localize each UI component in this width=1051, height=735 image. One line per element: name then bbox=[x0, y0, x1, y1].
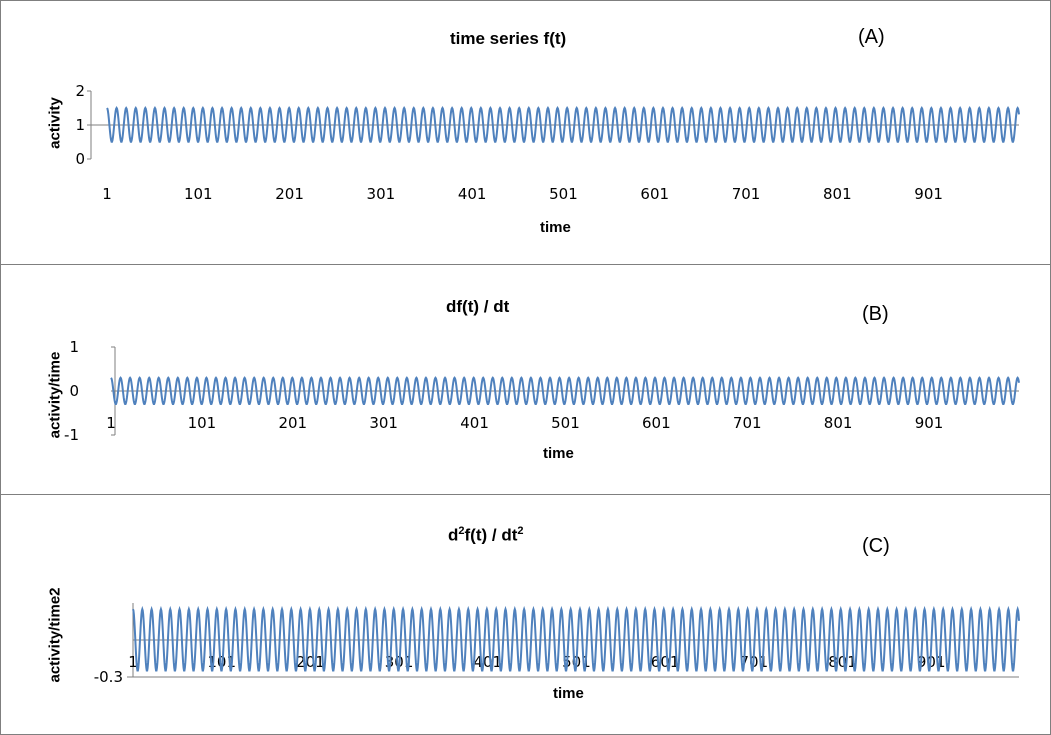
chart-b-plot: -1 0 1 1 101 201 301 401 501 601 701 801 901 bbox=[64, 338, 1020, 444]
chart-b-x-tick-label: 1 bbox=[106, 414, 116, 432]
chart-a-y-tick-label: 2 bbox=[75, 82, 85, 100]
chart-a-x-axis-label: time bbox=[540, 219, 571, 236]
chart-c-title-sup1: 2 bbox=[458, 525, 465, 537]
chart-c-x-tick-label: 1 bbox=[128, 653, 138, 671]
chart-a-x-tick-label: 701 bbox=[732, 185, 761, 203]
chart-c-x-tick-label: 601 bbox=[651, 653, 680, 671]
chart-b-x-tick-label: 101 bbox=[188, 414, 217, 432]
chart-b-x-tick-label: 901 bbox=[915, 414, 944, 432]
chart-a-y-axis-label: activity bbox=[46, 97, 64, 149]
chart-b-series-line bbox=[110, 376, 1020, 406]
chart-a-y-tick-label: 0 bbox=[75, 150, 85, 168]
chart-panel-c: -0.3 1 101 201 301 401 501 601 701 801 901 d2f(t) … bbox=[0, 494, 1051, 735]
chart-a-x-tick-label: 301 bbox=[367, 185, 396, 203]
chart-c-x-tick-label: 201 bbox=[296, 653, 325, 671]
chart-b-x-tick-label: 201 bbox=[278, 414, 307, 432]
chart-c-panel-letter: (C) bbox=[862, 535, 890, 557]
chart-c-y-tick-label: -0.3 bbox=[94, 668, 123, 686]
chart-b-x-tick-label: 801 bbox=[824, 414, 853, 432]
chart-b-y-tick-label: -1 bbox=[64, 426, 79, 444]
chart-b-x-tick-label: 401 bbox=[460, 414, 489, 432]
chart-a-x-tick-label: 1 bbox=[102, 185, 112, 203]
chart-b-y-tick-label: 1 bbox=[69, 338, 79, 356]
chart-c-title-main: d bbox=[448, 525, 459, 545]
chart-panel-b: -1 0 1 1 101 201 301 401 501 601 701 801 901 df(t) /… bbox=[0, 264, 1051, 495]
chart-b-y-tick-label: 0 bbox=[69, 382, 79, 400]
chart-c-series-line bbox=[132, 605, 1020, 672]
chart-a-x-tick-label: 801 bbox=[823, 185, 852, 203]
chart-b-x-tick-label: 501 bbox=[551, 414, 580, 432]
chart-b-x-axis-label: time bbox=[543, 445, 574, 462]
chart-c-title-sup2: 2 bbox=[517, 525, 524, 537]
chart-b-panel-letter: (B) bbox=[862, 303, 889, 325]
chart-b-x-tick-label: 601 bbox=[642, 414, 671, 432]
chart-b-y-axis-label: activity/time bbox=[46, 351, 64, 439]
chart-panel-a: 0 1 2 1 101 201 301 401 501 601 701 801 901 time ser… bbox=[0, 0, 1051, 265]
chart-a-y-tick-label: 1 bbox=[75, 116, 85, 134]
chart-a-x-tick-label: 201 bbox=[275, 185, 304, 203]
chart-a-panel-letter: (A) bbox=[858, 26, 885, 48]
chart-c-x-tick-label: 401 bbox=[473, 653, 502, 671]
chart-a-x-tick-label: 601 bbox=[640, 185, 669, 203]
chart-c-plot: -0.31 101 201 301 401 501 601 701 801 901 bbox=[94, 603, 1020, 686]
chart-b-title: df(t) / dt bbox=[446, 297, 510, 316]
chart-b-x-tick-label: 301 bbox=[369, 414, 398, 432]
chart-c-title-mid: f(t) / dt bbox=[464, 525, 518, 545]
chart-a-series-line bbox=[106, 106, 1020, 143]
chart-c-x-axis-label: time bbox=[553, 685, 584, 702]
chart-c-title: d2f(t) / dt2 bbox=[448, 525, 524, 546]
chart-a-x-tick-label: 501 bbox=[549, 185, 578, 203]
chart-c-y-axis-label: activity/time2 bbox=[46, 587, 64, 683]
chart-a-x-tick-label: 101 bbox=[184, 185, 213, 203]
chart-b-x-tick-label: 701 bbox=[733, 414, 762, 432]
chart-a-x-tick-label: 401 bbox=[458, 185, 487, 203]
chart-a-x-tick-label: 901 bbox=[914, 185, 943, 203]
chart-a-title: time series f(t) bbox=[450, 29, 567, 48]
